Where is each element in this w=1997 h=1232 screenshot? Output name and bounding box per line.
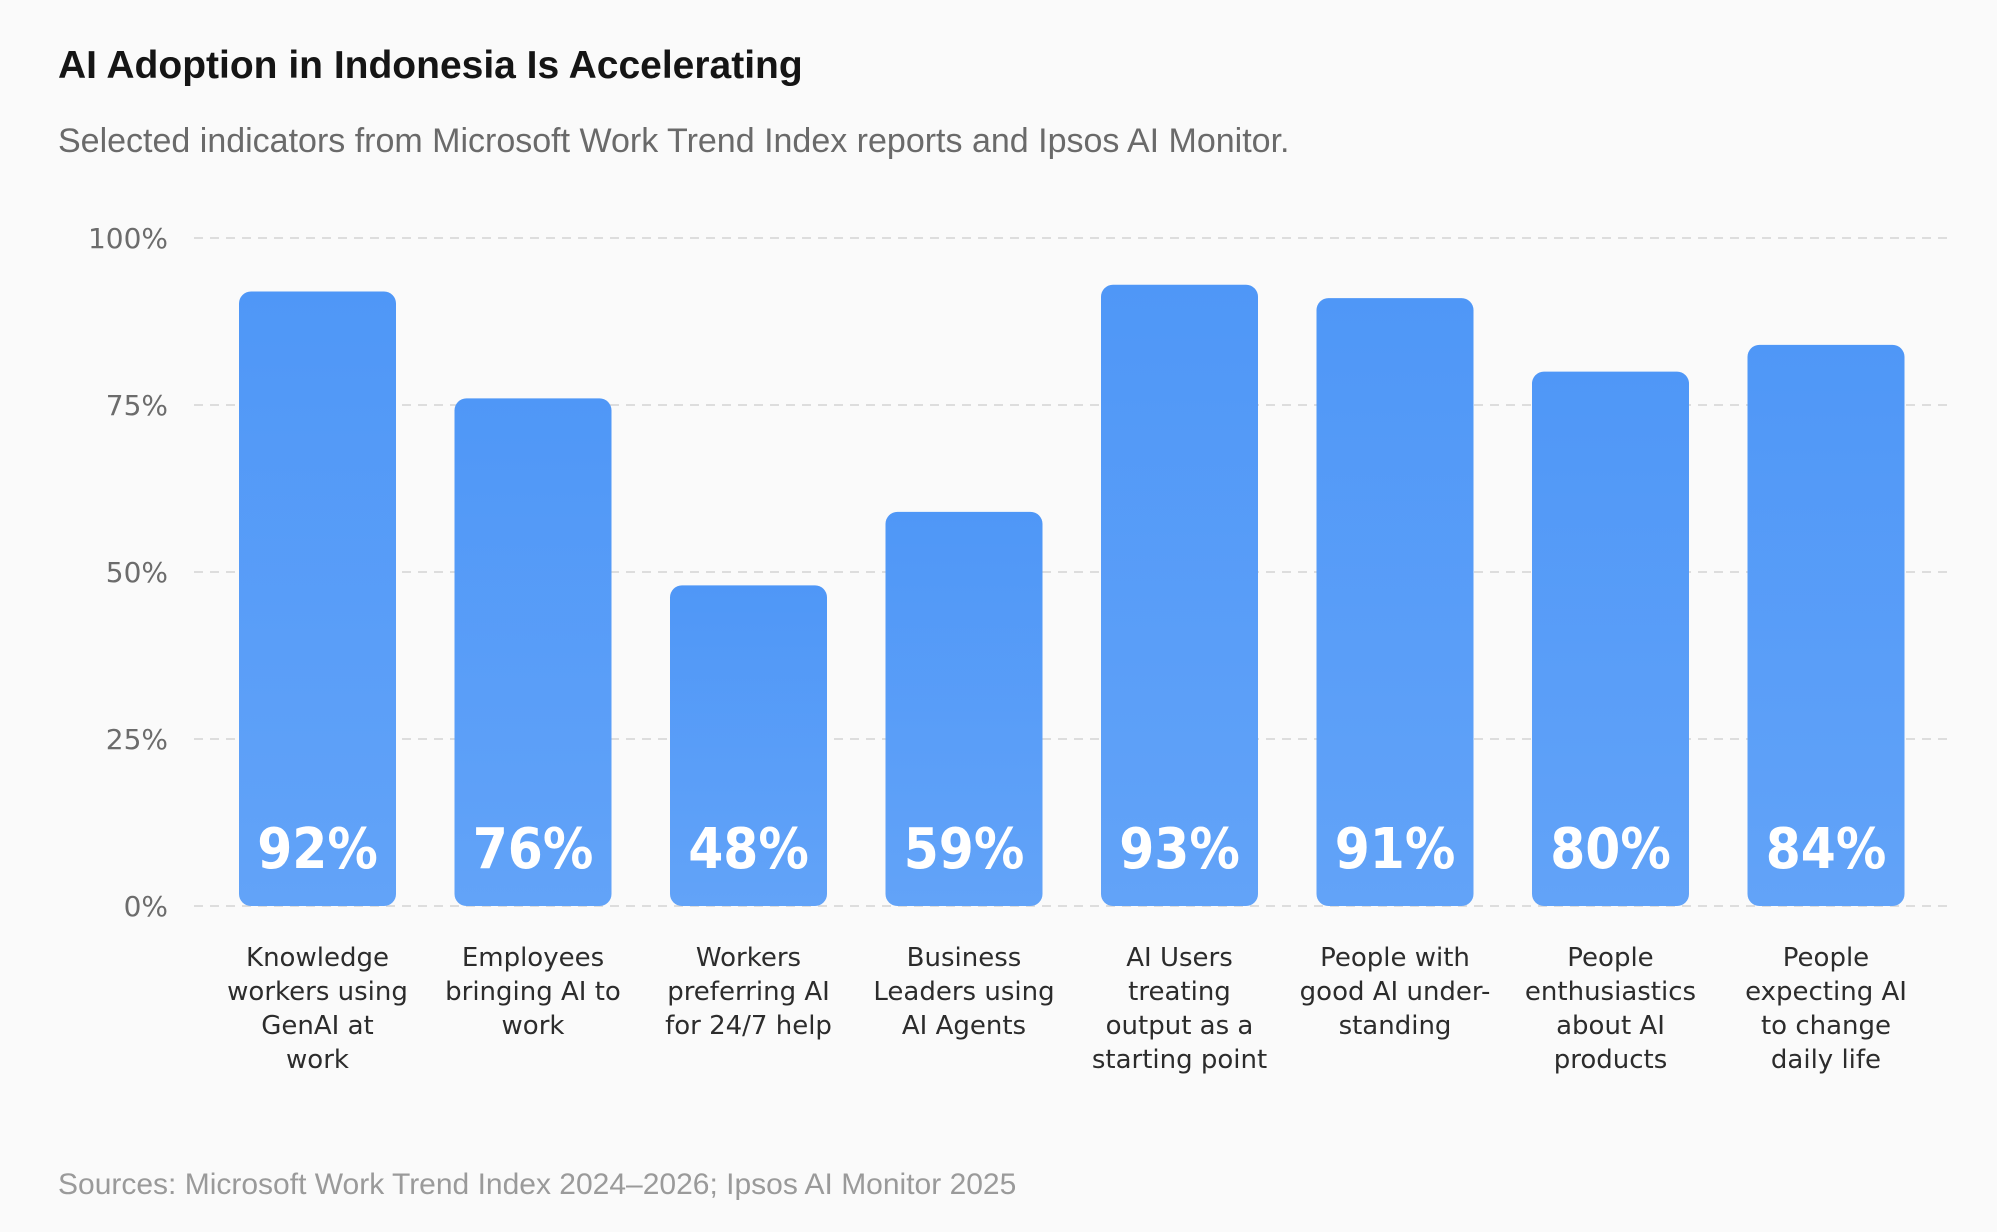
bar [670,585,827,906]
category-label: Business Leaders using AI Agents [873,943,1054,1041]
category-label: Employees bringing AI to work [445,943,621,1041]
y-tick-label: 0% [124,890,168,923]
bar-value-label: 59% [904,817,1025,882]
y-tick-label: 75% [106,389,168,422]
y-tick-label: 50% [106,556,168,589]
chart-title: AI Adoption in Indonesia Is Accelerating [58,44,803,87]
bar-value-label: 93% [1119,817,1240,882]
bar-value-label: 84% [1766,817,1887,882]
y-tick-label: 100% [88,222,168,255]
category-labels: Knowledge workers using GenAI at work Employ… [227,943,1907,1075]
category-label: People enthusiastics about AI products [1525,943,1696,1075]
category-label: Knowledge workers using GenAI at work [227,943,408,1075]
bar [1101,284,1258,906]
category-label: AI Users treating output as a starting poin… [1092,943,1267,1075]
value-labels: 92% 76% 48% 59% 93% 91% 80% 84% [257,817,1886,882]
bar [1747,344,1905,906]
source-note: Sources: Microsoft Work Trend Index 2024… [58,1168,1017,1201]
category-label: People expecting AI to change daily life [1745,943,1907,1075]
bars [239,284,1905,907]
y-axis-ticks: 0% 25% 50% 75% 100% [88,222,168,923]
chart-subtitle: Selected indicators from Microsoft Work … [58,122,1290,160]
category-label: People with good AI under-standing [1300,943,1491,1041]
bar [454,398,612,906]
bar-value-label: 92% [257,817,378,882]
bar-value-label: 80% [1550,817,1671,882]
bar [1532,371,1689,907]
bar [1316,298,1474,906]
bar [239,291,396,906]
bar-value-label: 91% [1335,817,1456,882]
bar [885,511,1043,906]
category-label: Workers preferring AI for 24/7 help [665,943,832,1041]
bar-value-label: 76% [473,817,594,882]
bar-value-label: 48% [688,817,809,882]
y-tick-label: 25% [106,723,168,756]
